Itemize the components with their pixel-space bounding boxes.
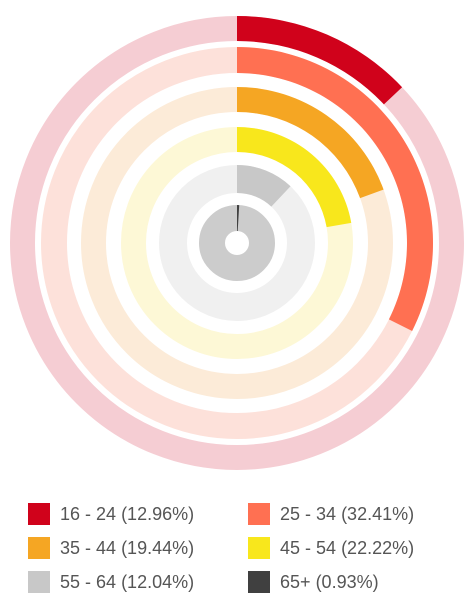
ring-bar — [237, 87, 384, 199]
ring-bar — [237, 204, 240, 232]
legend-label: 45 - 54 (22.22%) — [280, 538, 414, 558]
legend-category: 35 - 44 — [60, 538, 116, 558]
ring-bar — [237, 165, 291, 207]
legend-category: 55 - 64 — [60, 572, 116, 592]
legend-swatch — [248, 571, 270, 593]
legend-swatch — [28, 537, 50, 559]
legend-swatch — [248, 503, 270, 525]
ring-bar — [237, 127, 352, 228]
legend-label: 65+ (0.93%) — [280, 572, 379, 592]
legend-value: (12.96%) — [121, 504, 194, 524]
legend-value: (32.41%) — [341, 504, 414, 524]
ring-bar — [237, 47, 433, 331]
legend-category: 16 - 24 — [60, 504, 116, 524]
legend-value: (0.93%) — [316, 572, 379, 592]
legend-label: 55 - 64 (12.04%) — [60, 572, 194, 592]
legend-value: (22.22%) — [341, 538, 414, 558]
legend-value: (12.04%) — [121, 572, 194, 592]
legend-category: 65+ — [280, 572, 311, 592]
legend-label: 25 - 34 (32.41%) — [280, 504, 414, 524]
legend-category: 45 - 54 — [280, 538, 336, 558]
legend-swatch — [28, 571, 50, 593]
legend-swatch — [248, 537, 270, 559]
legend-label: 16 - 24 (12.96%) — [60, 504, 194, 524]
legend-swatch — [28, 503, 50, 525]
legend-category: 25 - 34 — [280, 504, 336, 524]
legend-value: (19.44%) — [121, 538, 194, 558]
ring-bar — [237, 16, 403, 105]
legend-label: 35 - 44 (19.44%) — [60, 538, 194, 558]
ring-track — [159, 165, 315, 321]
